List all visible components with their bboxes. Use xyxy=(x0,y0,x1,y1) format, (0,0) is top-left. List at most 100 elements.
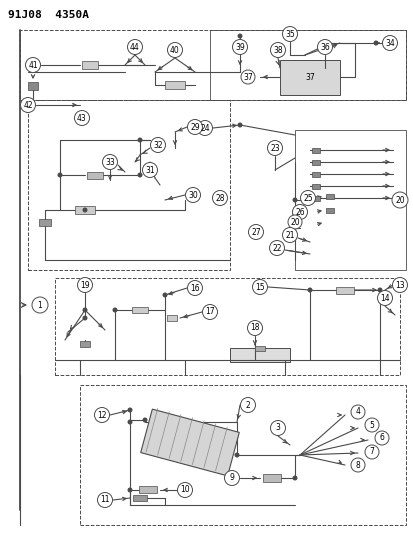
Point xyxy=(219,460,224,466)
Text: 11: 11 xyxy=(100,496,109,505)
Circle shape xyxy=(247,320,262,335)
Point xyxy=(195,415,200,421)
Circle shape xyxy=(185,188,200,203)
Bar xyxy=(335,287,353,294)
Line: 2 pts: 2 pts xyxy=(169,415,180,458)
Text: 91J08  4350A: 91J08 4350A xyxy=(8,10,89,20)
Text: 37: 37 xyxy=(242,72,252,82)
Bar xyxy=(139,487,157,494)
Circle shape xyxy=(187,119,202,134)
Circle shape xyxy=(270,43,285,58)
Bar xyxy=(311,148,319,152)
Circle shape xyxy=(26,58,40,72)
Bar xyxy=(75,206,95,214)
Text: 33: 33 xyxy=(105,157,114,166)
Text: 37: 37 xyxy=(304,72,314,82)
Point xyxy=(159,415,164,421)
Point xyxy=(171,460,176,466)
Circle shape xyxy=(187,280,202,295)
Circle shape xyxy=(82,207,87,213)
Text: 1: 1 xyxy=(38,301,42,310)
Bar xyxy=(165,81,185,89)
Circle shape xyxy=(167,43,182,58)
Text: 12: 12 xyxy=(97,410,107,419)
Text: 35: 35 xyxy=(285,29,294,38)
Circle shape xyxy=(350,458,364,472)
Circle shape xyxy=(292,475,297,481)
Circle shape xyxy=(197,120,212,135)
Point xyxy=(207,415,212,421)
Circle shape xyxy=(364,445,378,459)
Bar xyxy=(132,307,147,313)
Bar xyxy=(55,278,399,375)
Point xyxy=(195,460,200,466)
Text: 17: 17 xyxy=(205,308,214,317)
Bar xyxy=(87,172,103,179)
Text: 32: 32 xyxy=(153,141,162,149)
Text: 13: 13 xyxy=(394,280,404,289)
Bar xyxy=(133,495,147,501)
Circle shape xyxy=(94,408,109,423)
Point xyxy=(219,415,224,421)
Circle shape xyxy=(377,287,382,293)
Circle shape xyxy=(391,192,407,208)
Circle shape xyxy=(292,198,297,203)
Bar xyxy=(82,61,98,69)
Text: 14: 14 xyxy=(379,294,389,303)
Circle shape xyxy=(269,240,284,255)
Text: 36: 36 xyxy=(319,43,329,52)
Circle shape xyxy=(237,123,242,127)
Circle shape xyxy=(32,297,48,313)
Circle shape xyxy=(234,453,239,457)
Circle shape xyxy=(77,278,92,293)
Circle shape xyxy=(392,278,406,293)
Circle shape xyxy=(142,417,147,423)
Circle shape xyxy=(373,41,377,45)
Bar xyxy=(311,159,319,165)
Circle shape xyxy=(112,308,117,312)
Point xyxy=(147,460,152,466)
Point xyxy=(171,415,176,421)
Line: 2 pts: 2 pts xyxy=(204,424,215,467)
Circle shape xyxy=(57,173,62,177)
Text: 20: 20 xyxy=(290,217,299,227)
Circle shape xyxy=(150,138,165,152)
Circle shape xyxy=(177,482,192,497)
Bar xyxy=(28,82,38,90)
Bar xyxy=(325,207,333,213)
Text: 19: 19 xyxy=(80,280,90,289)
Circle shape xyxy=(82,316,87,320)
Circle shape xyxy=(127,419,132,424)
Bar xyxy=(140,409,239,476)
Bar xyxy=(311,183,319,189)
Circle shape xyxy=(377,290,392,305)
Circle shape xyxy=(127,39,142,54)
Line: 2 pts: 2 pts xyxy=(215,427,227,471)
Bar xyxy=(39,219,51,225)
Circle shape xyxy=(97,492,112,507)
Bar xyxy=(209,30,405,100)
Circle shape xyxy=(382,36,396,51)
Circle shape xyxy=(240,70,254,84)
Bar xyxy=(254,345,264,351)
Text: 21: 21 xyxy=(285,230,294,239)
Circle shape xyxy=(127,408,132,413)
Bar xyxy=(279,60,339,95)
Bar xyxy=(311,196,319,200)
Circle shape xyxy=(224,471,239,486)
Text: 7: 7 xyxy=(369,448,373,456)
Text: 18: 18 xyxy=(249,324,259,333)
Text: 25: 25 xyxy=(302,193,312,203)
Text: 34: 34 xyxy=(384,38,394,47)
Bar xyxy=(80,385,405,525)
Text: 20: 20 xyxy=(394,196,404,205)
Text: 22: 22 xyxy=(272,244,281,253)
Text: 10: 10 xyxy=(180,486,189,495)
Circle shape xyxy=(317,39,332,54)
Text: 15: 15 xyxy=(254,282,264,292)
Text: 38: 38 xyxy=(273,45,282,54)
Point xyxy=(183,415,188,421)
Text: 39: 39 xyxy=(235,43,244,52)
Text: 42: 42 xyxy=(23,101,33,109)
Circle shape xyxy=(292,213,297,217)
